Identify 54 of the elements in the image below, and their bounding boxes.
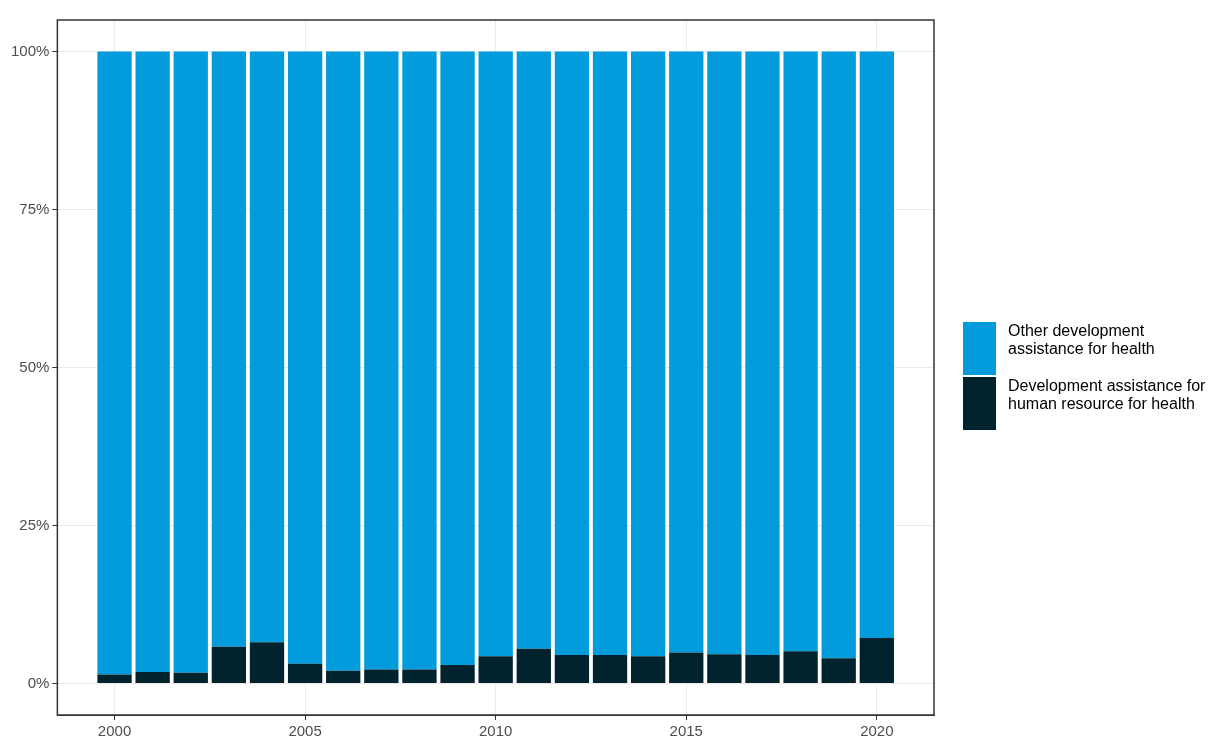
- bar: [669, 652, 704, 683]
- y-tick-label: 100%: [10, 41, 50, 59]
- bar: [592, 654, 628, 683]
- text: Development assistance for human resource for health: [1008, 377, 1207, 413]
- bar: [97, 51, 132, 675]
- bar: [859, 51, 894, 638]
- bar: [364, 51, 399, 670]
- bar: [630, 656, 666, 683]
- bar: [211, 51, 247, 647]
- bar: [211, 646, 247, 683]
- bar: [287, 663, 323, 683]
- y-tick-label: 0%: [27, 673, 50, 691]
- bar: [173, 51, 208, 673]
- bar: [249, 642, 285, 683]
- bar: [821, 51, 856, 659]
- x-tick-label: 2005: [288, 722, 322, 740]
- bar: [478, 51, 513, 657]
- bar: [326, 670, 361, 683]
- bar: [630, 51, 666, 657]
- bar: [669, 51, 704, 653]
- bar: [249, 51, 285, 643]
- bar: [478, 656, 513, 683]
- bar: [364, 669, 399, 683]
- x-tick-label: 2000: [97, 722, 132, 740]
- bar: [173, 672, 208, 683]
- bar: [440, 665, 475, 683]
- bar: [745, 654, 780, 683]
- bar: [135, 672, 170, 683]
- bar: [554, 654, 590, 683]
- bar: [516, 51, 551, 649]
- bar: [287, 51, 323, 664]
- bar: [440, 51, 475, 666]
- x-tick-label: 2020: [860, 722, 894, 740]
- bar: [592, 51, 628, 655]
- bar: [554, 51, 590, 655]
- bar: [783, 51, 818, 652]
- bar: [97, 674, 132, 683]
- bar: [135, 51, 170, 673]
- y-tick-label: 50%: [19, 357, 50, 375]
- x-tick-label: 2015: [669, 722, 703, 740]
- bar: [326, 51, 361, 671]
- x-tick-label: 2010: [478, 722, 513, 740]
- y-tick-label: 25%: [19, 515, 50, 533]
- bar: [707, 51, 742, 655]
- text: Other development assistance for health: [1008, 322, 1156, 358]
- y-tick-label: 75%: [19, 199, 50, 217]
- bar: [402, 669, 437, 683]
- bar: [783, 651, 818, 683]
- bar: [745, 51, 780, 655]
- bar: [516, 648, 551, 683]
- bar: [859, 637, 894, 683]
- bar: [707, 654, 742, 683]
- bar: [402, 51, 437, 670]
- bar: [821, 658, 856, 683]
